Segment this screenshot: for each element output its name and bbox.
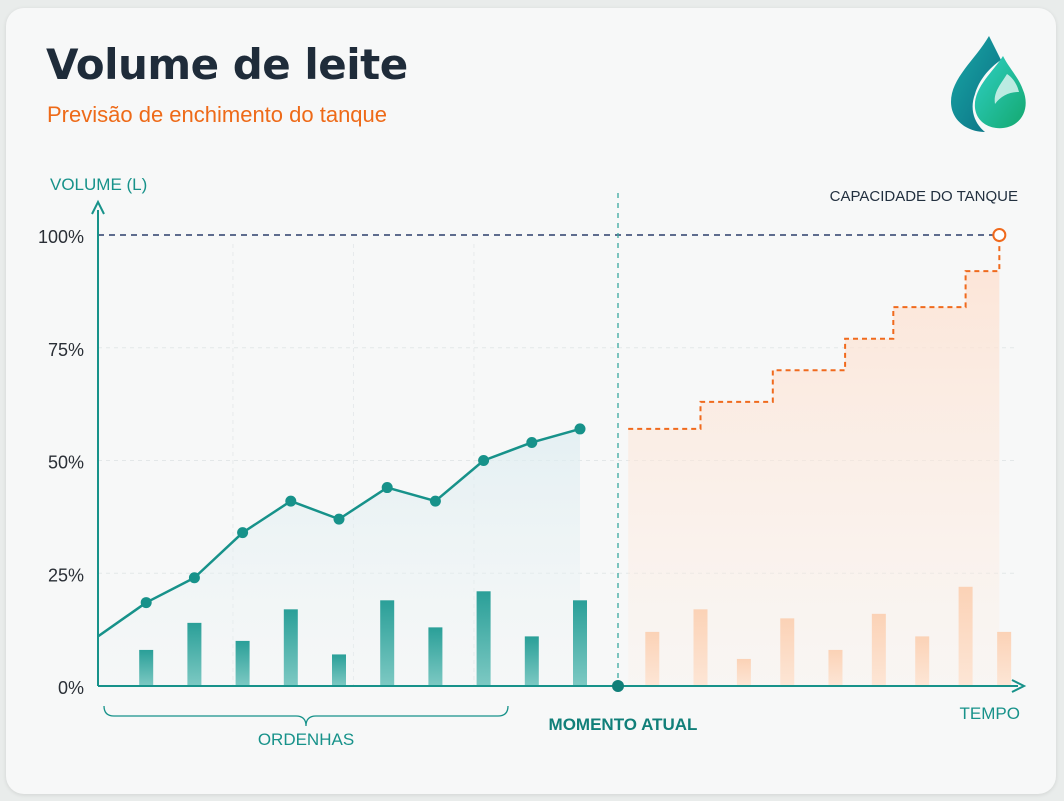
forecast-end-point <box>992 228 1007 242</box>
actual-point <box>381 482 393 494</box>
capacity-label: CAPACIDADE DO TANQUE <box>830 188 1018 205</box>
forecast-bar <box>958 586 973 686</box>
y-tick-label: 0% <box>58 678 84 698</box>
actual-bar <box>380 600 395 686</box>
bar-group <box>139 586 1012 686</box>
actual-bar <box>139 649 154 686</box>
milkings-brace <box>103 705 509 727</box>
actual-bar <box>235 640 250 686</box>
actual-point <box>526 436 538 448</box>
actual-point <box>574 423 586 435</box>
milkings-label: ORDENHAS <box>258 730 354 749</box>
actual-point <box>237 527 249 539</box>
chart-subtitle: Previsão de enchimento do tanque <box>47 102 388 127</box>
forecast-bar <box>828 649 843 686</box>
chart-title: Volume de leite <box>46 40 408 89</box>
area-fills <box>98 235 1000 686</box>
y-tick-label: 75% <box>48 340 84 360</box>
y-tick-labels: 100% 75% 50% 25% 0% <box>38 227 84 698</box>
y-tick-label: 50% <box>48 453 84 473</box>
actual-point <box>429 495 441 507</box>
actual-bar <box>476 591 491 686</box>
actual-area <box>98 428 580 686</box>
actual-bar <box>524 636 539 686</box>
forecast-area <box>628 235 1000 686</box>
forecast-bar <box>871 613 886 686</box>
current-moment-marker <box>612 680 624 692</box>
y-axis-arrow <box>91 199 105 215</box>
x-axis-label: TEMPO <box>960 704 1020 723</box>
forecast-step-line <box>628 235 1001 430</box>
forecast-bar <box>915 636 930 686</box>
y-axis-label: VOLUME (L) <box>50 175 147 194</box>
water-drop-icon <box>951 36 1026 132</box>
forecast-bar <box>645 631 660 686</box>
actual-point <box>188 572 200 584</box>
actual-bar <box>283 609 298 686</box>
actual-bar <box>332 654 346 686</box>
forecast-bar <box>736 658 751 686</box>
actual-point <box>140 597 152 609</box>
actual-bar <box>428 627 443 686</box>
y-tick-label: 25% <box>48 565 84 585</box>
series-points <box>140 228 1007 609</box>
actual-bar <box>573 600 587 686</box>
actual-point <box>333 513 345 525</box>
actual-point <box>285 495 297 507</box>
forecast-bar <box>780 618 795 686</box>
forecast-bar <box>693 609 708 686</box>
actual-bar <box>187 622 202 686</box>
x-axis-arrow <box>1011 679 1027 693</box>
current-moment-label: MOMENTO ATUAL <box>549 715 698 734</box>
y-tick-label: 100% <box>38 227 84 247</box>
actual-point <box>478 455 490 466</box>
forecast-bar <box>997 631 1012 686</box>
